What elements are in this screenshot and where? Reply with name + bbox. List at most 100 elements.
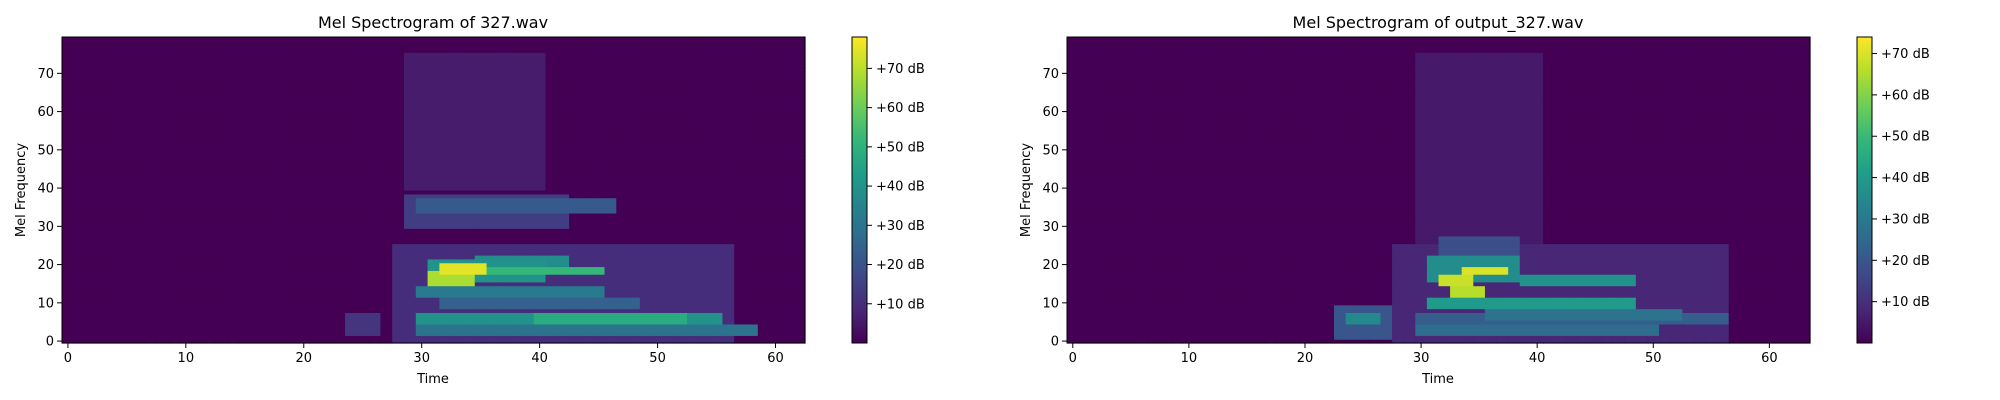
- heatmap-cell: [687, 163, 700, 168]
- heatmap-cell: [510, 239, 523, 245]
- heatmap-cell: [722, 59, 735, 65]
- heatmap-cell: [722, 37, 735, 42]
- heatmap-cell: [521, 297, 535, 302]
- heatmap-cell: [191, 212, 205, 218]
- heatmap-cell: [215, 44, 228, 50]
- heatmap-cell: [675, 297, 688, 302]
- heatmap-cell: [109, 255, 122, 260]
- heatmap-cell: [392, 331, 405, 336]
- heatmap-cell: [533, 331, 547, 336]
- heatmap-cell: [238, 67, 252, 73]
- heatmap-cell: [168, 308, 181, 313]
- heatmap-cell: [191, 251, 205, 256]
- heatmap-cell: [333, 67, 346, 73]
- heatmap-cell: [663, 209, 676, 214]
- heatmap-cell: [557, 323, 570, 329]
- heatmap-cell: [415, 163, 429, 168]
- heatmap-cell: [557, 312, 570, 317]
- heatmap-cell: [404, 40, 417, 46]
- heatmap-cell: [533, 220, 547, 226]
- heatmap-cell: [710, 339, 724, 344]
- heatmap-cell: [486, 79, 499, 84]
- heatmap-cell: [616, 52, 629, 57]
- heatmap-cell: [97, 320, 110, 325]
- heatmap-cell: [356, 289, 370, 294]
- heatmap-cell: [557, 44, 570, 50]
- heatmap-cell: [156, 59, 169, 65]
- heatmap-cell: [521, 147, 535, 153]
- heatmap-cell: [144, 190, 157, 195]
- heatmap-cell: [746, 212, 759, 218]
- heatmap-cell: [616, 297, 629, 302]
- heatmap-cell: [521, 251, 535, 256]
- heatmap-cell: [345, 270, 358, 275]
- heatmap-cell: [510, 297, 523, 302]
- heatmap-cell: [345, 105, 358, 111]
- heatmap-cell: [569, 235, 582, 241]
- heatmap-cell: [734, 190, 747, 195]
- heatmap-cell: [380, 155, 393, 160]
- heatmap-cell: [486, 205, 499, 210]
- heatmap-cell: [404, 247, 417, 252]
- heatmap-cell: [675, 167, 688, 172]
- heatmap-cell: [168, 86, 181, 92]
- heatmap-cell: [97, 79, 110, 84]
- heatmap-cell: [722, 212, 735, 218]
- heatmap-cell: [321, 193, 334, 199]
- heatmap-cell: [238, 140, 252, 145]
- heatmap-cell: [592, 63, 606, 69]
- heatmap-cell: [144, 128, 157, 134]
- heatmap-cell: [250, 82, 264, 88]
- heatmap-cell: [345, 132, 358, 138]
- heatmap-cell: [368, 178, 382, 183]
- heatmap-cell: [498, 159, 511, 164]
- heatmap-cell: [663, 163, 676, 168]
- heatmap-cell: [144, 178, 157, 183]
- heatmap-cell: [404, 121, 417, 126]
- heatmap-cell: [62, 102, 75, 107]
- heatmap-cell: [380, 205, 393, 210]
- heatmap-cell: [404, 285, 417, 291]
- heatmap-cell: [368, 339, 382, 344]
- heatmap-cell: [521, 182, 535, 187]
- heatmap-cell: [215, 94, 228, 99]
- heatmap-cell: [746, 274, 759, 279]
- heatmap-cell: [227, 167, 240, 172]
- heatmap-cell: [474, 98, 488, 103]
- heatmap-cell: [345, 59, 358, 65]
- heatmap-cell: [521, 52, 535, 57]
- heatmap-cell: [698, 323, 712, 329]
- heatmap-cell: [274, 167, 287, 172]
- heatmap-cell: [687, 312, 700, 317]
- heatmap-cell: [781, 59, 794, 65]
- heatmap-cell: [451, 209, 464, 214]
- heatmap-cell: [274, 201, 287, 206]
- heatmap-cell: [510, 312, 523, 317]
- heatmap-cell: [651, 232, 665, 237]
- heatmap-cell: [345, 124, 358, 130]
- heatmap-cell: [604, 339, 617, 344]
- heatmap-cell: [392, 113, 405, 118]
- heatmap-cell: [580, 308, 594, 313]
- heatmap-cell: [73, 316, 87, 321]
- heatmap-cell: [734, 75, 747, 80]
- heatmap-cell: [168, 102, 181, 107]
- heatmap-cell: [545, 79, 558, 84]
- heatmap-cell: [651, 247, 665, 252]
- heatmap-cell: [321, 159, 334, 164]
- heatmap-cell: [746, 124, 759, 130]
- heatmap-cell: [297, 251, 311, 256]
- heatmap-cell: [628, 155, 641, 160]
- heatmap-cell: [510, 140, 523, 145]
- heatmap-cell: [757, 113, 771, 118]
- heatmap-cell: [132, 132, 146, 138]
- heatmap-cell: [203, 247, 216, 252]
- heatmap-cell: [368, 285, 382, 291]
- heatmap-cell: [545, 339, 558, 344]
- heatmap-cell: [486, 63, 499, 69]
- heatmap-cell: [687, 228, 700, 233]
- heatmap-cell: [781, 155, 794, 160]
- heatmap-cell: [722, 48, 735, 53]
- heatmap-cell: [592, 186, 606, 191]
- heatmap-cell: [297, 186, 311, 191]
